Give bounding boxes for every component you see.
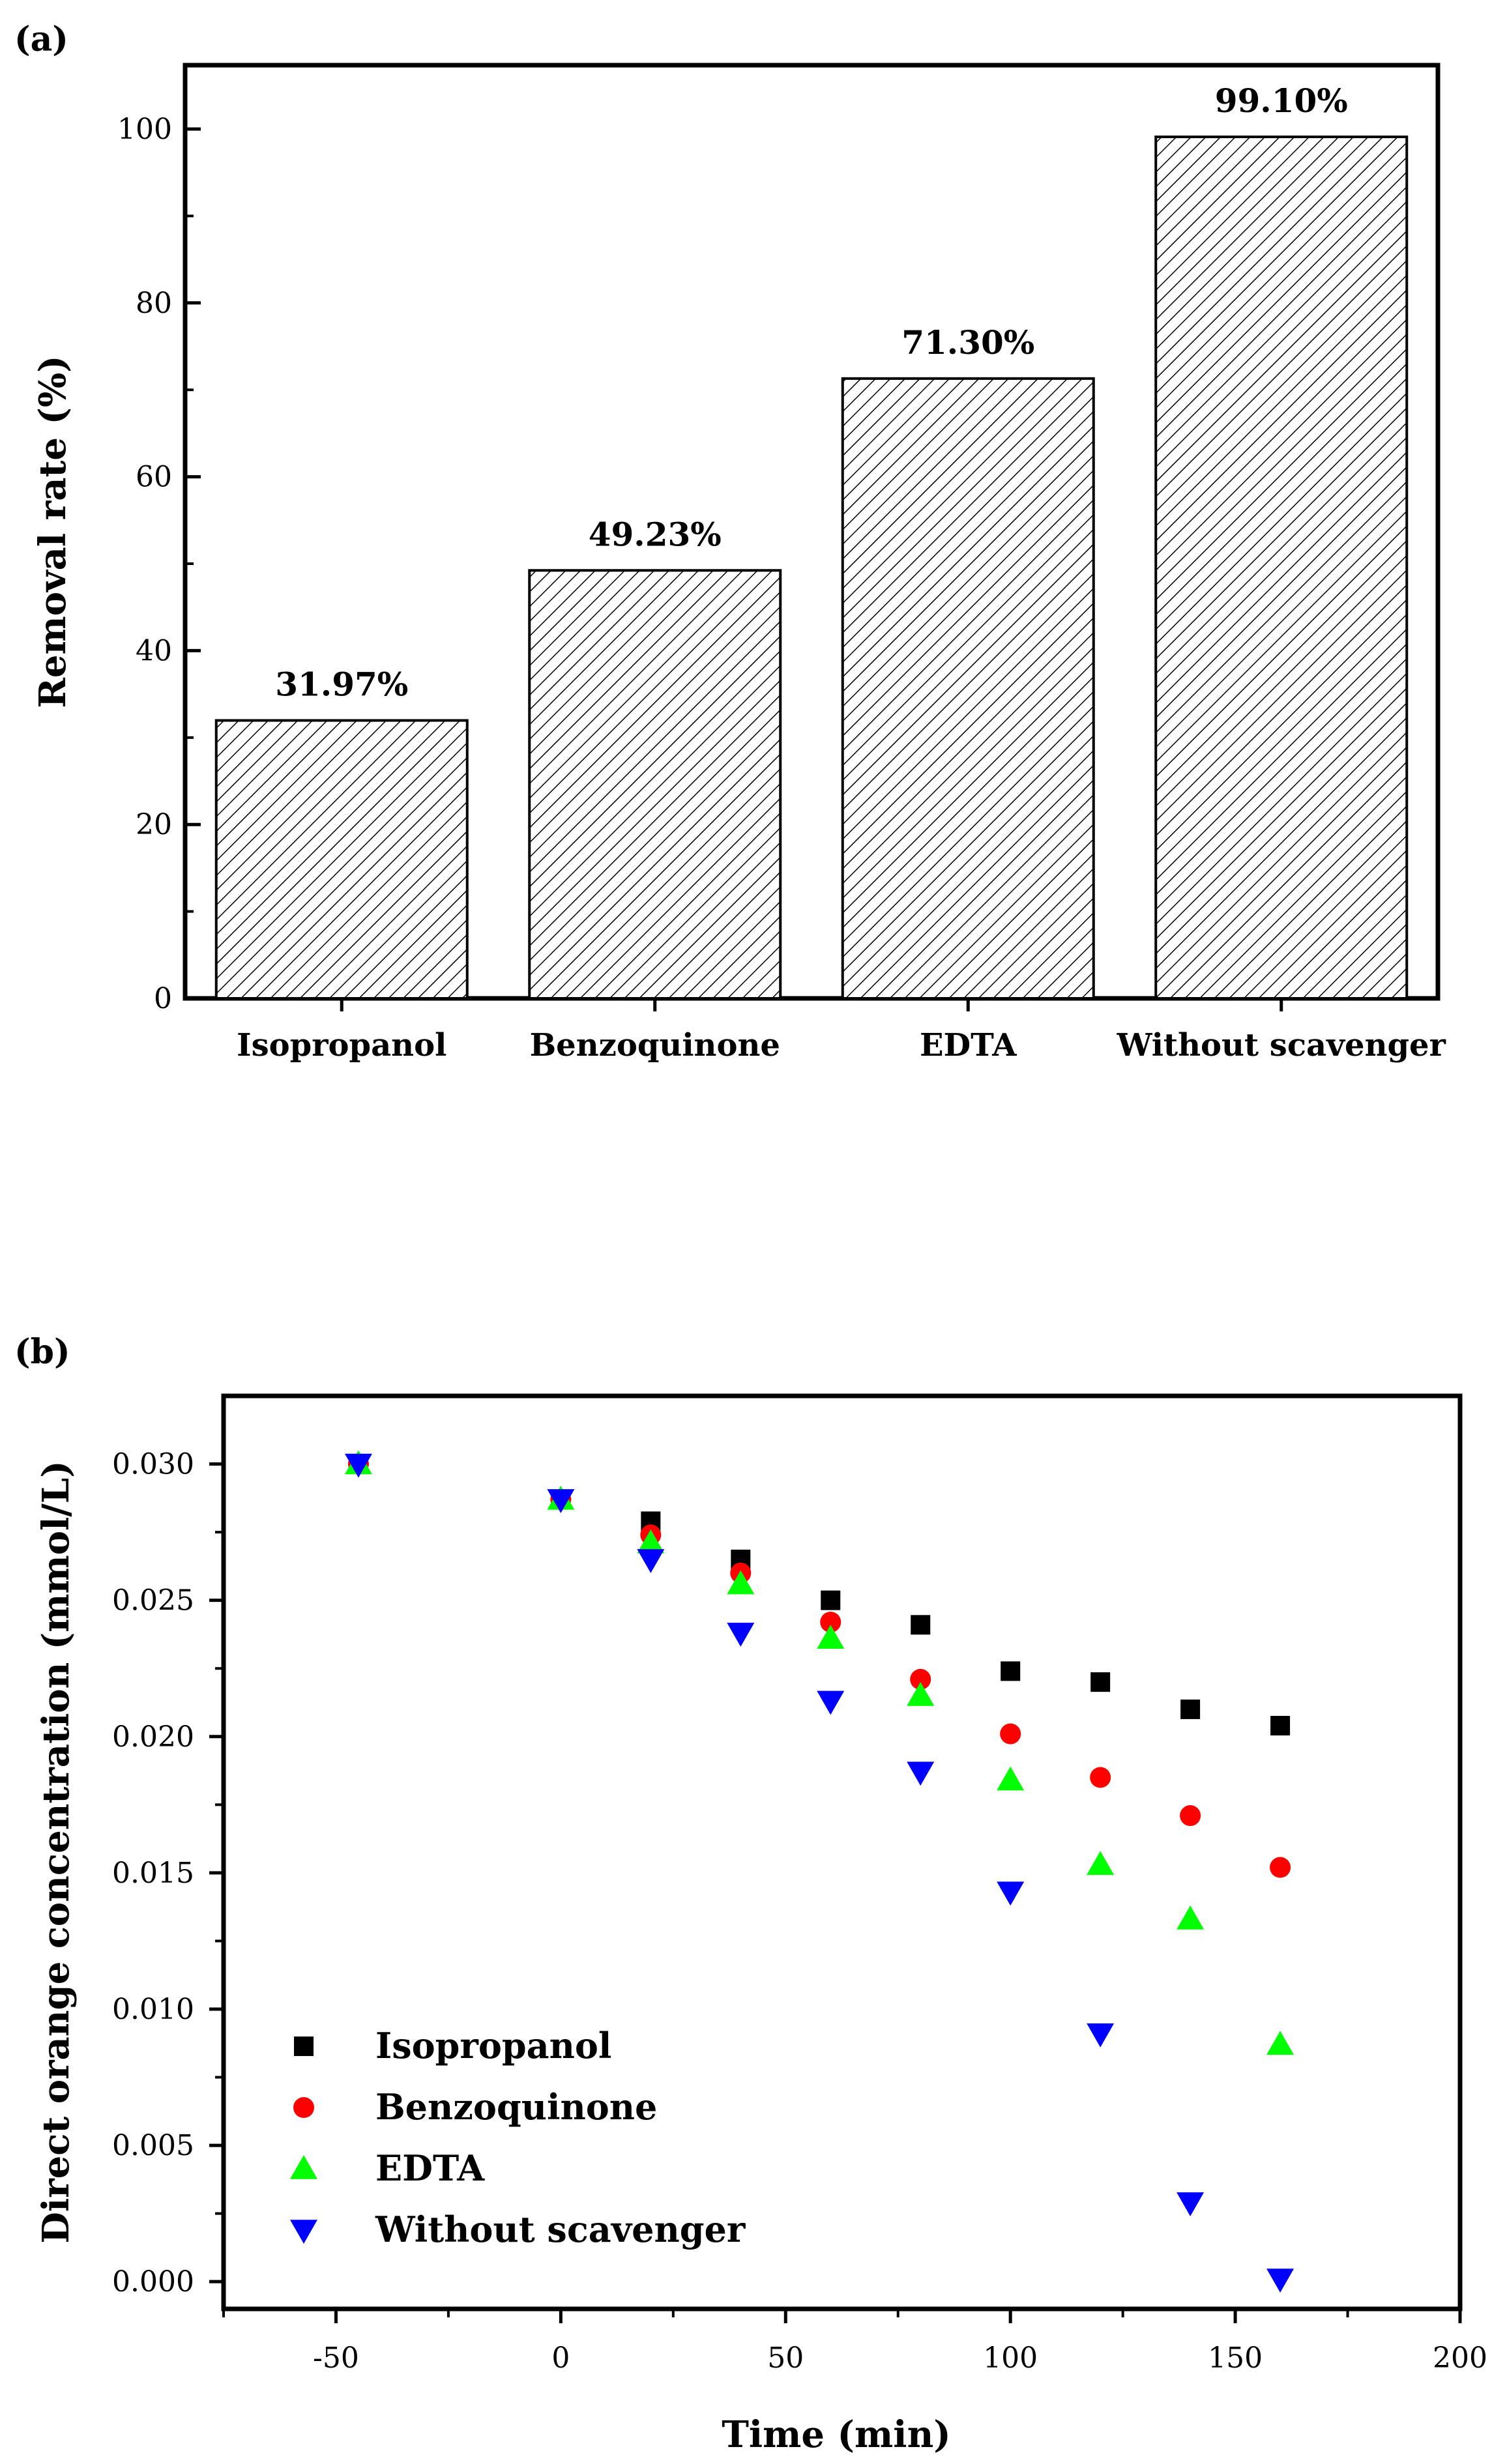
bar-value-label: 71.30% [901,323,1034,362]
x-tick-label-b: 200 [1433,2341,1487,2375]
y-axis-a: 0 20 40 60 80 100 [117,113,201,1015]
y-tick-label-b: 0.000 [112,2265,194,2298]
data-point-circle [910,1668,931,1690]
bar-value-label: 49.23% [589,515,722,553]
y-tick-label-b: 0.030 [112,1448,194,1481]
data-point-square [911,1615,931,1635]
x-tick-label-b: 100 [983,2341,1038,2375]
data-point-triangle-down [817,1690,845,1715]
legend-marker-triangle-down [290,2220,317,2244]
bar-data-labels: 31.97% 49.23% 71.30% 99.10% [275,81,1348,704]
x-tick-label-b: -50 [313,2341,359,2375]
data-point-circle [1090,1767,1111,1788]
data-point-triangle-up [637,1529,665,1554]
y-tick-label-a: 80 [136,287,172,320]
data-point-circle [1180,1805,1201,1827]
data-point-triangle-up [817,1625,845,1649]
panel-a-label: (a) [14,20,68,59]
data-point-square [821,1590,841,1610]
bar [1154,136,1409,1000]
legend-label: Without scavenger [375,2209,746,2250]
bar-value-label: 99.10% [1215,81,1348,120]
y-axis-b: 0.000 0.005 0.010 0.015 0.020 0.025 0.030 [112,1448,224,2298]
legend-label: EDTA [375,2147,485,2189]
data-point-triangle-down [907,1761,935,1786]
x-category-label: Benzoquinone [530,1027,780,1064]
x-tick-label-b: 50 [767,2341,804,2375]
scatter-chart-panel: (b) -50 0 50 100 150 200 0.000 0.005 0.010 0.015… [14,1332,1487,2456]
x-tick-label-b: 0 [551,2341,570,2375]
data-point-circle [1000,1723,1021,1745]
legend-label: Isopropanol [375,2025,611,2066]
x-axis-b: -50 0 50 100 150 200 [222,2309,1487,2375]
legend: Isopropanol Benzoquinone EDTA Without scave… [290,2025,746,2250]
bar [214,719,469,1000]
y-tick-label-b: 0.020 [112,1720,194,1754]
legend-marker-circle [293,2097,314,2118]
y-axis-title-b: Direct orange concentration (mmol/L) [35,1460,78,2243]
legend-marker-triangle-up [290,2155,317,2179]
y-tick-label-b: 0.015 [112,1857,194,1890]
y-axis-title-a: Removal rate (%) [31,355,74,708]
x-category-label: Isopropanol [237,1027,446,1064]
y-tick-label-a: 60 [136,461,172,494]
bar-series [214,136,1409,1000]
x-axis-title-b: Time (min) [722,2413,951,2456]
data-point-square [1090,1672,1111,1692]
data-point-triangle-up [907,1682,935,1706]
data-point-triangle-down [1087,2023,1115,2048]
data-point-triangle-down [997,1881,1025,1906]
plot-frame-a [183,63,1441,1001]
data-point-triangle-down [547,1489,575,1513]
data-point-triangle-down [344,1453,372,1478]
x-axis-categories: Isopropanol Benzoquinone EDTA Without scave… [237,998,1446,1064]
data-point-triangle-down [637,1549,665,1573]
y-tick-label-a: 40 [136,634,172,667]
data-point-circle [1270,1857,1291,1878]
x-tick-label-b: 150 [1208,2341,1263,2375]
data-point-triangle-up [1087,1851,1115,1876]
data-point-triangle-up [1177,1905,1205,1930]
x-category-label: Without scavenger [1117,1027,1446,1064]
data-point-square [1180,1699,1201,1719]
x-category-label: EDTA [920,1027,1017,1064]
data-point-triangle-up [997,1766,1025,1791]
y-tick-label-a: 0 [154,982,172,1015]
bar [528,569,782,1000]
y-tick-label-a: 100 [117,113,172,146]
bar [841,377,1095,1000]
legend-marker-square [294,2036,314,2056]
y-tick-label-a: 20 [136,808,172,841]
data-point-square [1270,1716,1291,1736]
bar-chart-panel: (a) 0 20 40 60 80 100 31.97% 49.23% 71.30% 99.10… [14,20,1446,1064]
bar-value-label: 31.97% [275,665,408,704]
y-tick-label-b: 0.010 [112,1993,194,2026]
data-point-triangle-up [727,1570,755,1595]
y-tick-label-b: 0.005 [112,2129,194,2162]
y-tick-label-b: 0.025 [112,1584,194,1617]
plot-frame-b [221,1393,1463,2312]
data-point-triangle-up [1266,2031,1295,2055]
data-point-triangle-down [1177,2192,1205,2216]
panel-b-label: (b) [14,1332,70,1372]
legend-label: Benzoquinone [375,2086,657,2128]
data-point-triangle-down [727,1623,755,1647]
data-point-circle [820,1612,841,1633]
scatter-points [344,1450,1295,2293]
data-point-square [1001,1661,1021,1681]
data-point-triangle-down [1266,2268,1295,2293]
